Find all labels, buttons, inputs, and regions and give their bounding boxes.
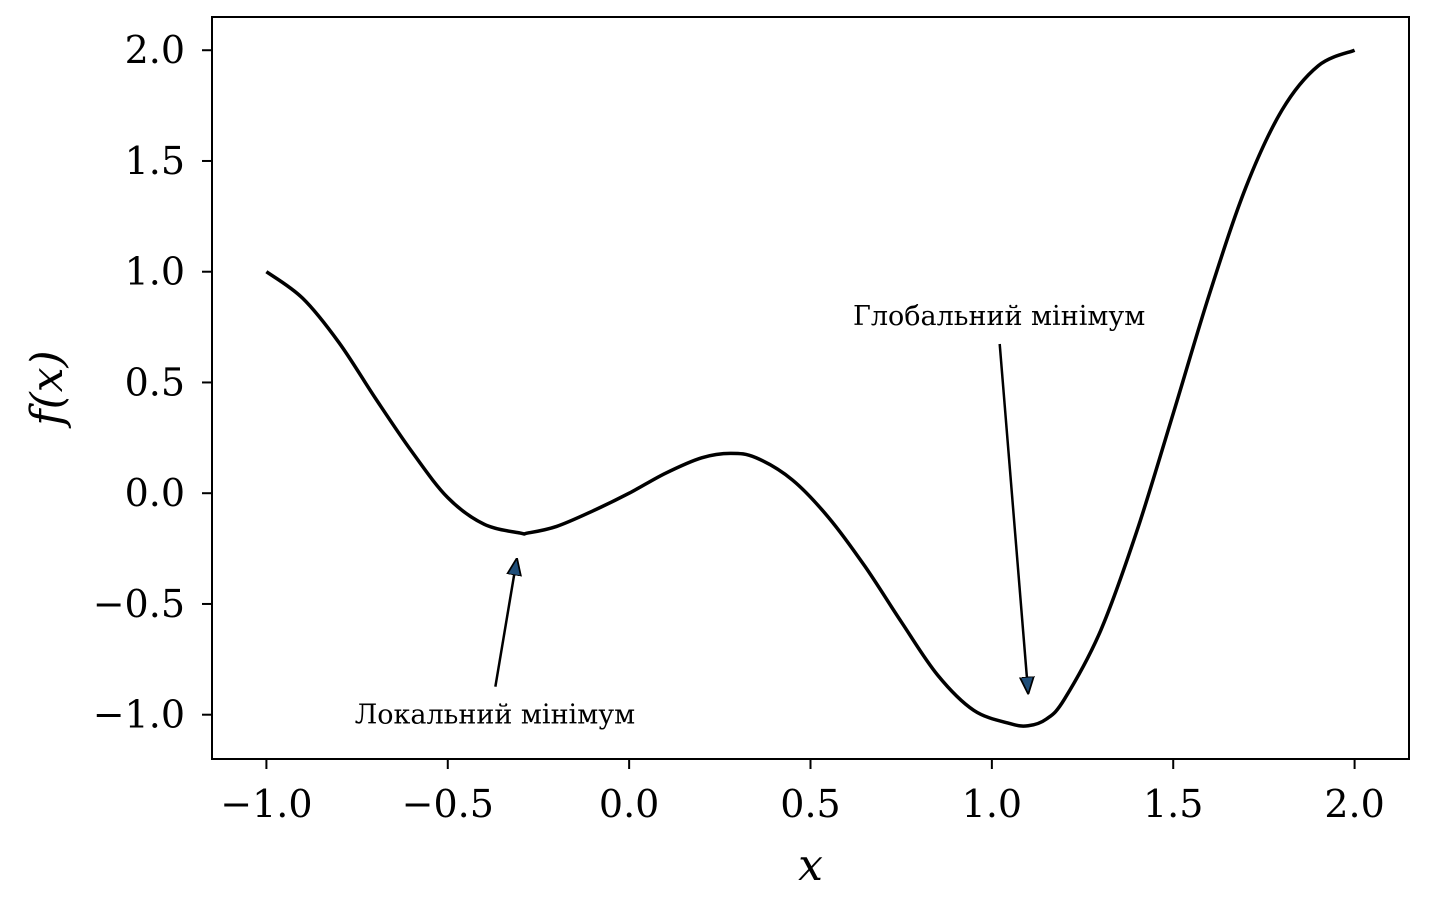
plot-area-frame [211, 16, 1410, 760]
y-axis-ticks: −1.0 −0.5 0.0 0.5 1.0 1.5 2.0 [93, 28, 212, 737]
y-tick-label: 1.0 [125, 250, 185, 294]
y-tick-label: 0.0 [125, 471, 185, 515]
y-tick-label: −0.5 [93, 582, 185, 626]
y-tick-label: 0.5 [125, 360, 185, 404]
y-tick-label: −1.0 [93, 693, 185, 737]
x-tick-label: −1.0 [220, 782, 312, 826]
annotation-label: Глобальний мінімум [853, 301, 1145, 332]
annotations: Локальний мінімум Глобальний мінімум [355, 301, 1145, 731]
annotation-label: Локальний мінімум [355, 700, 635, 731]
y-tick-label: 1.5 [125, 139, 185, 183]
x-axis-label: x [798, 840, 823, 891]
x-tick-label: 1.0 [962, 782, 1022, 826]
x-tick-label: 1.5 [1143, 782, 1203, 826]
x-tick-label: 2.0 [1324, 782, 1384, 826]
y-tick-label: 2.0 [125, 28, 185, 72]
x-tick-label: −0.5 [402, 782, 494, 826]
annotation-arrow [494, 560, 516, 687]
x-tick-label: 0.0 [599, 782, 659, 826]
annotation-arrow [998, 343, 1028, 693]
data-series-line [265, 48, 1356, 728]
x-axis-ticks: −1.0 −0.5 0.0 0.5 1.0 1.5 2.0 [220, 759, 1385, 826]
x-tick-label: 0.5 [780, 782, 840, 826]
y-axis-label: f(x) [22, 350, 73, 428]
